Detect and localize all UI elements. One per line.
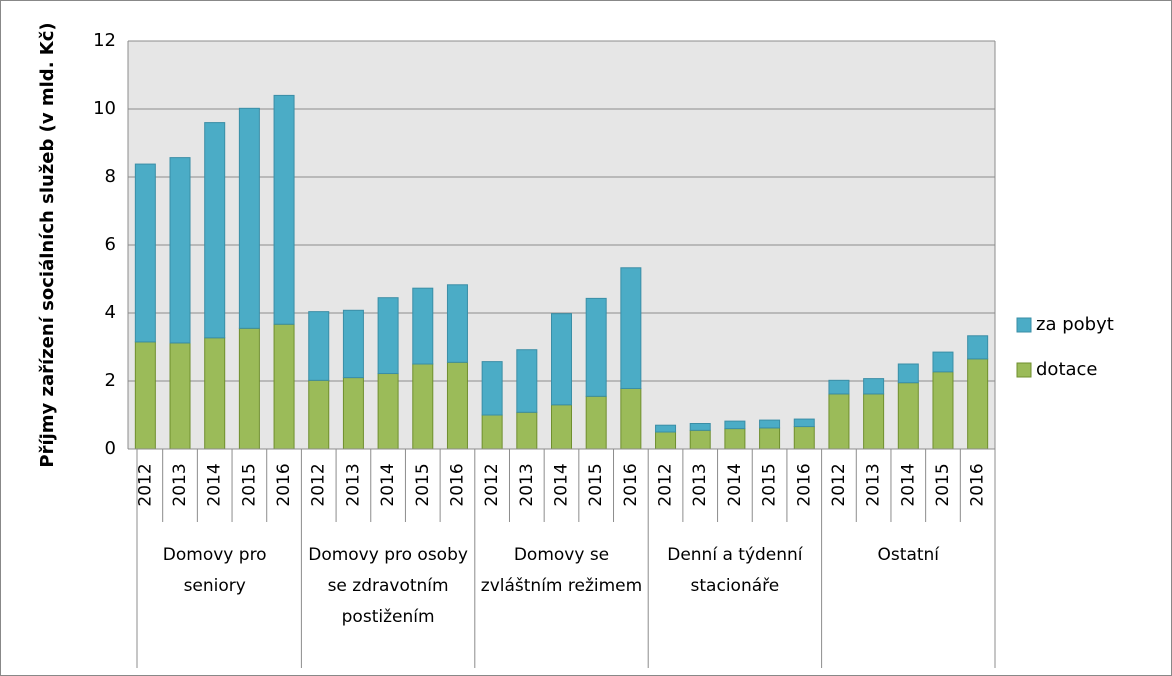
bar-segment [516, 349, 538, 413]
y-tick-label: 2 [105, 370, 116, 391]
group-label: Ostatní [877, 545, 940, 565]
x-tick-label: 2016 [968, 463, 988, 506]
x-tick-label: 2016 [621, 463, 641, 506]
bar-segment [689, 429, 711, 450]
bar-segment [863, 393, 885, 450]
x-tick-label: 2013 [517, 463, 537, 506]
bar-segment [412, 287, 434, 365]
x-tick-label: 2013 [170, 463, 190, 506]
bar-segment [724, 420, 746, 430]
bar-segment [585, 297, 607, 397]
x-tick-label: 2015 [760, 463, 780, 506]
bar-segment [516, 411, 538, 450]
bar-segment [273, 94, 295, 325]
legend-label: za pobyt [1036, 314, 1114, 335]
bar-segment [655, 431, 677, 450]
legend-label: dotace [1036, 359, 1098, 380]
y-tick-label: 10 [93, 98, 116, 119]
bar-segment [204, 122, 226, 339]
bar-segment [897, 382, 919, 450]
bar-segment [967, 358, 989, 450]
bar-segment [620, 387, 642, 450]
bar-segment [377, 373, 399, 450]
y-axis-label: Příjmy zařízení sociálních služeb (v mld… [37, 22, 58, 467]
bar-segment [759, 427, 781, 450]
bar-segment [377, 297, 399, 375]
x-tick-label: 2014 [205, 463, 225, 506]
bar-segment [238, 327, 260, 450]
y-tick-label: 6 [105, 234, 116, 255]
x-tick-label: 2015 [413, 463, 433, 506]
x-tick-label: 2014 [725, 463, 745, 506]
x-tick-label: 2012 [482, 463, 502, 506]
bar-segment [759, 419, 781, 429]
bar-segment [689, 423, 711, 431]
bar-segment [585, 395, 607, 450]
x-tick-label: 2012 [135, 463, 155, 506]
bar-segment [342, 309, 364, 379]
x-tick-label: 2015 [586, 463, 606, 506]
x-tick-label: 2012 [309, 463, 329, 506]
x-tick-label: 2016 [274, 463, 294, 506]
bar-segment [828, 393, 850, 450]
bar-segment [932, 371, 954, 450]
bar-segment [308, 379, 330, 450]
bar-segment [308, 311, 330, 381]
bar-segment [655, 424, 677, 433]
bar-segment [967, 335, 989, 360]
x-tick-label: 2014 [898, 463, 918, 506]
legend-swatch [1016, 317, 1032, 333]
bar-segment [134, 341, 156, 450]
group-label: Denní a týdenní stacionáře [667, 545, 803, 596]
bar-segment [238, 107, 260, 329]
bar-segment [793, 418, 815, 428]
bar-segment [828, 379, 850, 395]
legend-swatch [1016, 362, 1032, 378]
x-tick-label: 2012 [656, 463, 676, 506]
bar-segment [793, 426, 815, 450]
bar-segment [551, 313, 572, 406]
bar-segment [481, 414, 503, 450]
bar-segment [724, 428, 746, 450]
y-tick-label: 12 [93, 30, 116, 51]
x-tick-label: 2013 [343, 463, 363, 506]
y-tick-label: 0 [105, 438, 116, 459]
y-tick-label: 8 [105, 166, 116, 187]
bar-segment [169, 342, 191, 450]
bar-segment [273, 323, 295, 450]
group-label: Domovy se zvláštním režimem [480, 545, 643, 596]
y-tick-label: 4 [105, 302, 116, 323]
bar-segment [134, 163, 156, 343]
x-tick-label: 2014 [378, 463, 398, 506]
group-label: Domovy pro osoby se zdravotním postižení… [308, 545, 468, 627]
x-tick-label: 2013 [690, 463, 710, 506]
bar-segment [897, 363, 919, 384]
bar-segment [551, 404, 572, 450]
bar-segment [446, 361, 468, 450]
bar-segment [412, 363, 434, 450]
bar-segment [863, 378, 885, 395]
x-tick-label: 2015 [933, 463, 953, 506]
bar-segment [932, 351, 954, 373]
x-tick-label: 2016 [447, 463, 467, 506]
x-tick-label: 2013 [864, 463, 884, 506]
x-tick-label: 2015 [239, 463, 259, 506]
bar-segment [342, 377, 364, 450]
bar-segment [620, 267, 642, 389]
bar-segment [481, 361, 503, 416]
bar-segment [204, 337, 226, 450]
x-tick-label: 2014 [552, 463, 572, 506]
x-tick-label: 2012 [829, 463, 849, 506]
bar-segment [446, 284, 468, 363]
group-label: Domovy pro seniory [162, 545, 267, 596]
bar-segment [169, 157, 191, 344]
x-tick-label: 2016 [794, 463, 814, 506]
